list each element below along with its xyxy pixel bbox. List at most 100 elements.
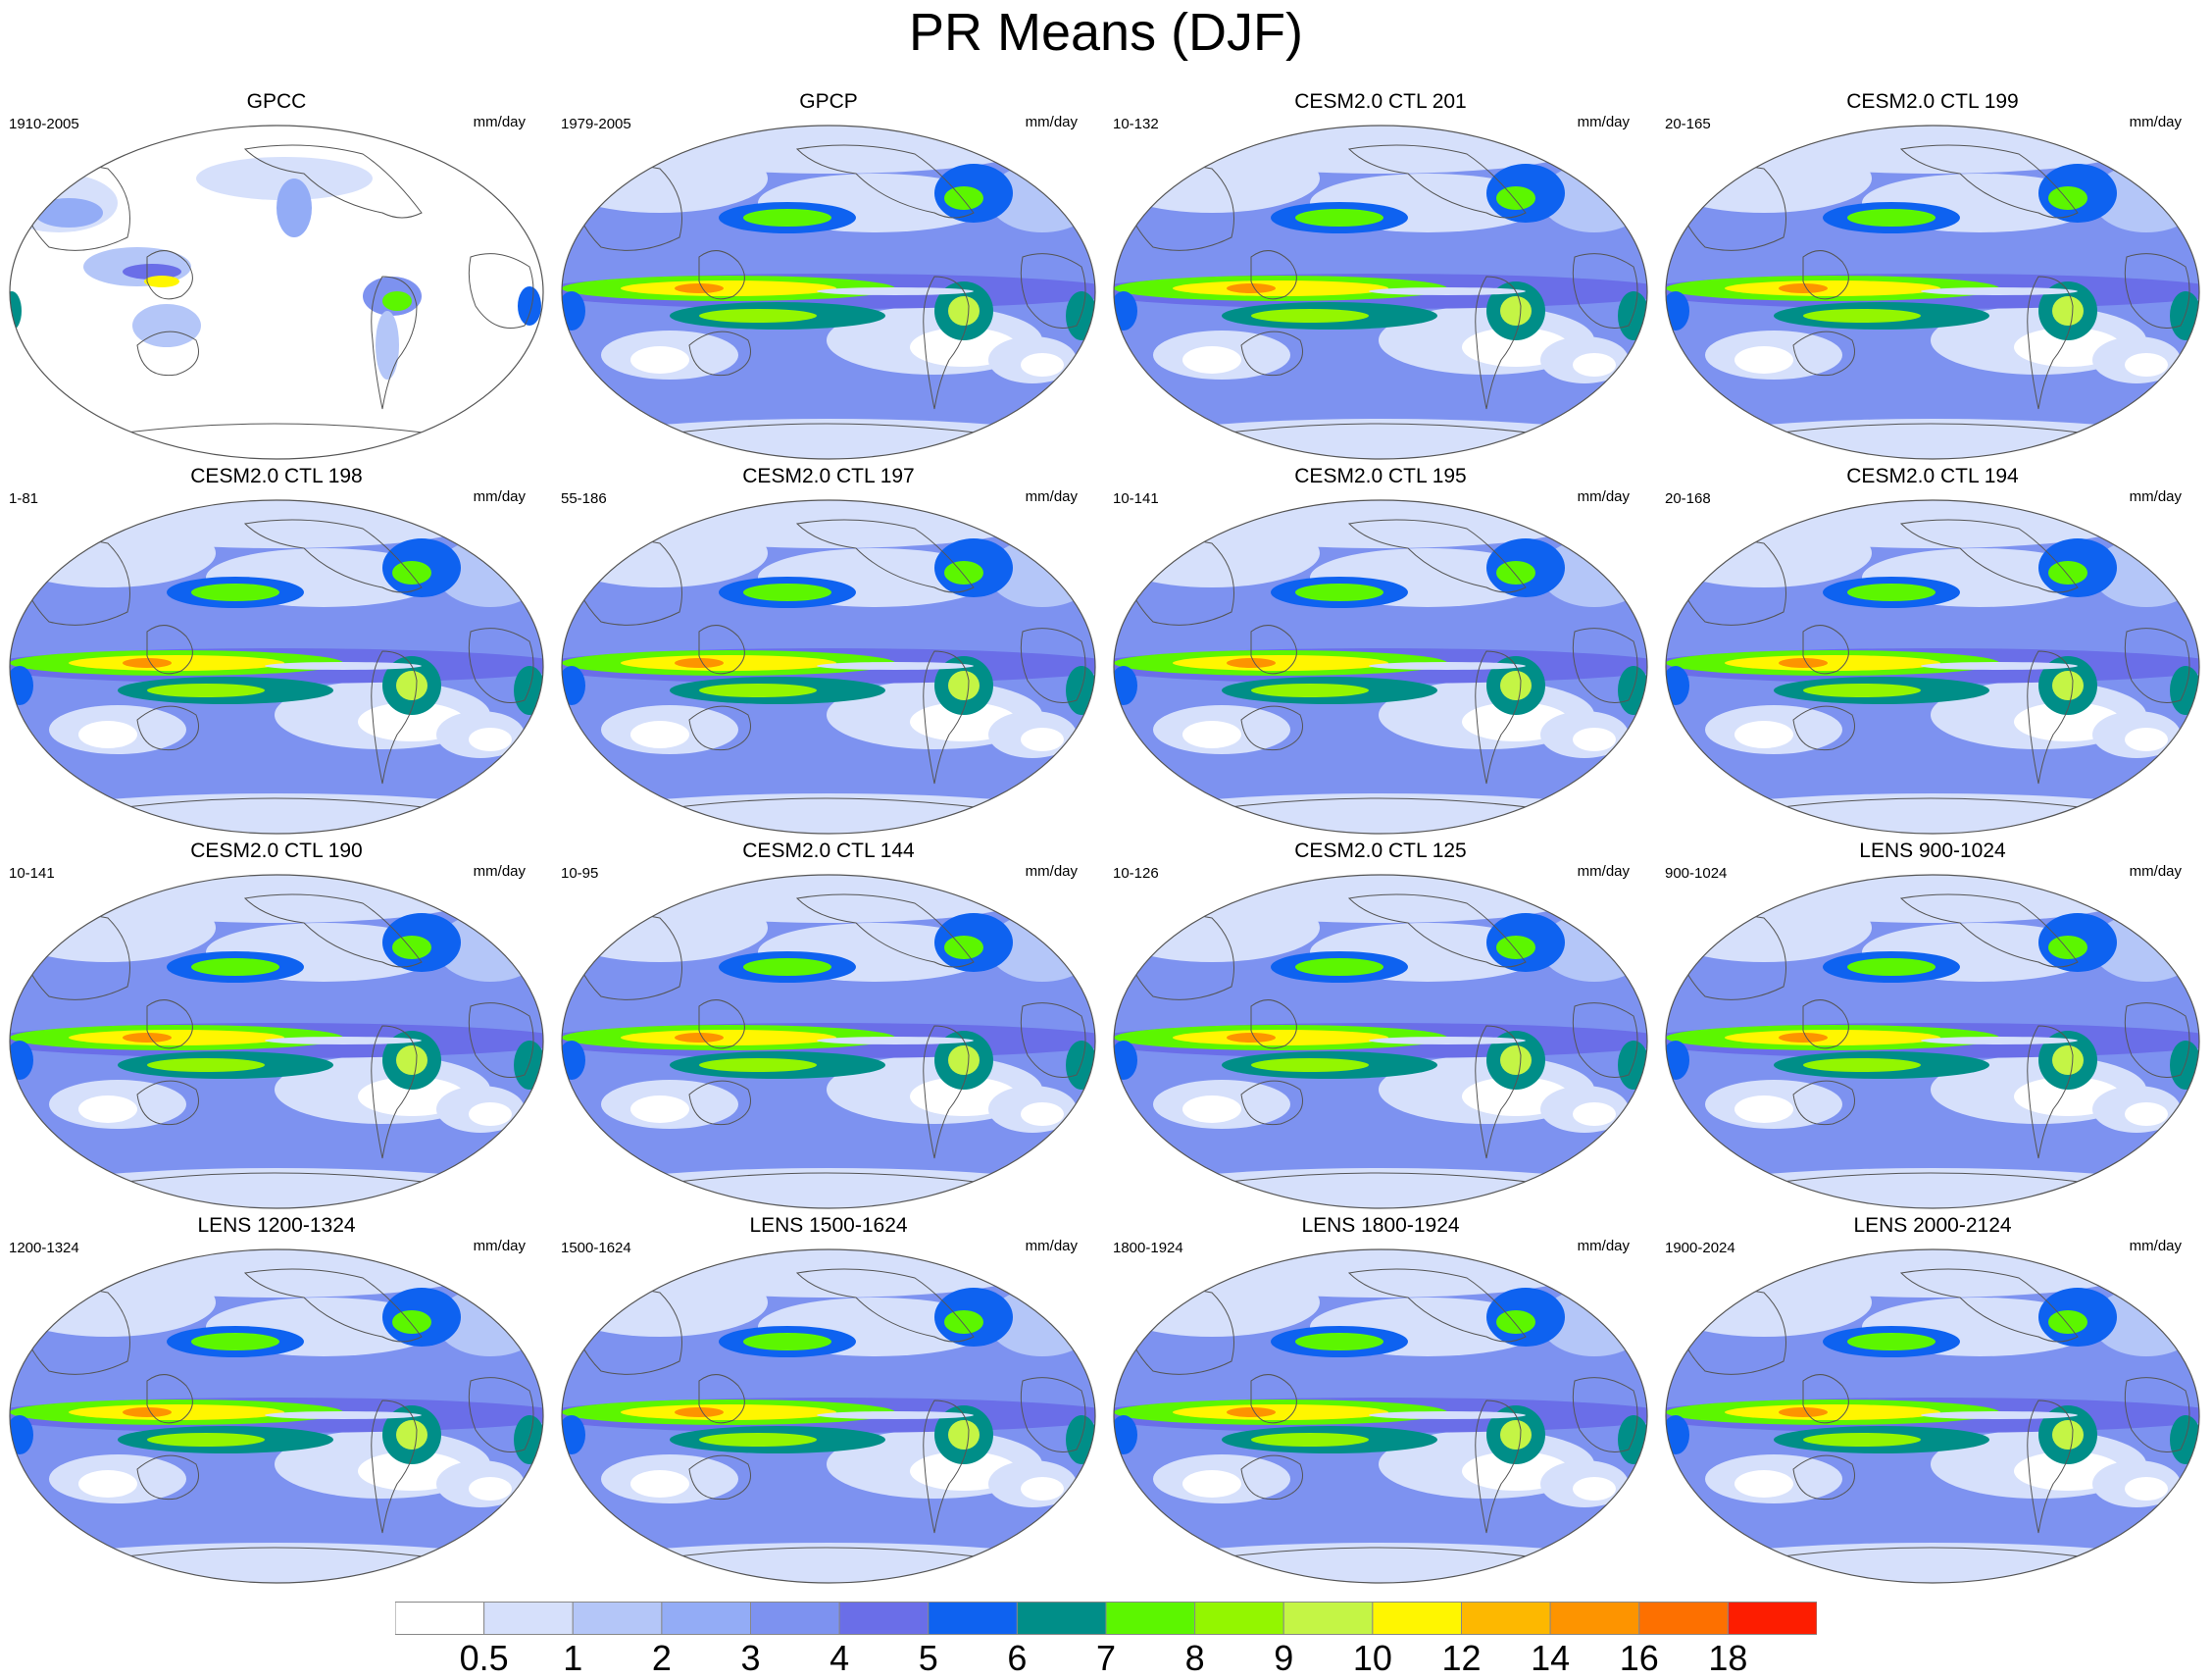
panel-period-label: 1200-1324 <box>9 1240 79 1256</box>
coastline <box>136 331 199 377</box>
precipitation-map <box>561 499 1096 835</box>
land-precip-region <box>123 264 181 280</box>
coastline <box>146 1374 193 1424</box>
colorbar-swatch <box>395 1602 485 1635</box>
dry-zone <box>78 1095 137 1123</box>
panel-title: CESM2.0 CTL 190 <box>190 840 363 862</box>
colorbar-tick-label: 2 <box>651 1638 672 1678</box>
land-convection <box>948 1045 980 1075</box>
colorbar-swatch <box>572 1602 663 1635</box>
dry-zone <box>1734 1470 1793 1498</box>
land-convection <box>948 671 980 700</box>
coastline <box>1221 1547 1536 1558</box>
panel-units-label: mm/day <box>473 1238 526 1254</box>
coastline <box>923 1025 970 1159</box>
itcz-band <box>675 658 724 668</box>
panel-period-label: 1800-1924 <box>1113 1240 1183 1256</box>
itcz-band <box>1779 1033 1828 1043</box>
coastline <box>923 650 970 785</box>
map-projection-border <box>1665 1248 2200 1584</box>
coastline <box>1475 1025 1522 1159</box>
dry-zone <box>1573 728 1616 751</box>
dry-zone <box>1021 353 1064 377</box>
colorbar-tick-label: 8 <box>1184 1638 1205 1678</box>
cold-tongue <box>817 1037 974 1044</box>
cold-tongue <box>817 1411 974 1419</box>
coastline <box>243 1268 423 1343</box>
storm-track <box>191 584 279 601</box>
map-projection-border <box>1113 499 1648 835</box>
storm-track <box>1295 958 1383 976</box>
coastline <box>136 1454 199 1501</box>
spcz-band <box>1251 1058 1369 1072</box>
panel-units-label: mm/day <box>1577 114 1630 130</box>
coastline <box>688 1080 751 1126</box>
land-precip-region <box>518 286 541 326</box>
coastline <box>1020 1377 1086 1452</box>
colorbar-swatch <box>1372 1602 1462 1635</box>
spcz-band <box>699 1433 817 1447</box>
land-convection <box>396 1420 427 1450</box>
itcz-band <box>1173 1030 1388 1045</box>
panel-period-label: 1979-2005 <box>561 116 631 132</box>
coastline <box>698 625 745 675</box>
coastline <box>688 705 751 751</box>
coastline <box>1020 253 1086 329</box>
dry-zone <box>1734 721 1793 748</box>
coastline <box>795 144 975 219</box>
itcz-band <box>1725 1030 1940 1045</box>
precipitation-map <box>561 1248 1096 1584</box>
panel-units-label: mm/day <box>1577 1238 1630 1254</box>
dry-zone <box>469 1102 512 1126</box>
colorbar-swatch <box>838 1602 930 1635</box>
coastline <box>669 1547 984 1558</box>
itcz-band <box>1725 655 1940 671</box>
colorbar-tick-label: 18 <box>1708 1638 1748 1678</box>
panel-period-label: 1500-1624 <box>561 1240 631 1256</box>
panel-title: CESM2.0 CTL 194 <box>1846 465 2019 487</box>
map-panel: LENS 900-1024 900-1024 mm/day <box>1656 840 2209 1213</box>
map-panel: CESM2.0 CTL 194 20-168 mm/day <box>1656 465 2209 839</box>
dry-zone <box>78 721 137 748</box>
coastline <box>1792 1454 1855 1501</box>
coastline <box>2124 1377 2190 1452</box>
itcz-band <box>1779 658 1828 668</box>
storm-track <box>1295 584 1383 601</box>
panel-title: LENS 1500-1624 <box>749 1214 908 1237</box>
itcz-band <box>1227 283 1276 293</box>
coastline <box>1802 1374 1849 1424</box>
panel-units-label: mm/day <box>473 114 526 130</box>
coastline <box>136 705 199 751</box>
map-projection-border <box>9 125 544 460</box>
coastline <box>795 519 975 593</box>
coastline <box>1240 705 1303 751</box>
dry-zone <box>1021 728 1064 751</box>
itcz-band <box>1173 655 1388 671</box>
coastline <box>2027 650 2074 785</box>
coastline <box>2124 253 2190 329</box>
coastline <box>1802 250 1849 300</box>
colorbar-tick-label: 10 <box>1352 1638 1392 1678</box>
map-projection-border <box>9 1248 544 1584</box>
panel-title: CESM2.0 CTL 125 <box>1294 840 1467 862</box>
panel-period-label: 900-1024 <box>1665 865 1728 882</box>
colorbar-swatch <box>1194 1602 1284 1635</box>
itcz-band <box>1779 1407 1828 1417</box>
colorbar-swatch <box>1549 1602 1640 1635</box>
colorbar-tick-label: 1 <box>563 1638 583 1678</box>
map-projection-border <box>1665 874 2200 1209</box>
coastline <box>243 144 423 219</box>
coastline <box>795 1268 975 1343</box>
land-convection <box>2052 1045 2084 1075</box>
land-convection <box>396 671 427 700</box>
panel-period-label: 10-126 <box>1113 865 1159 882</box>
dry-zone <box>1734 1095 1793 1123</box>
itcz-band <box>1173 1404 1388 1420</box>
precipitation-map <box>9 125 544 460</box>
panel-period-label: 10-141 <box>1113 490 1159 507</box>
colorbar-swatch <box>928 1602 1018 1635</box>
precipitation-map <box>1665 125 2200 460</box>
storm-track <box>1847 958 1936 976</box>
map-panel: LENS 1200-1324 1200-1324 mm/day <box>0 1214 553 1588</box>
cold-tongue <box>817 287 974 295</box>
